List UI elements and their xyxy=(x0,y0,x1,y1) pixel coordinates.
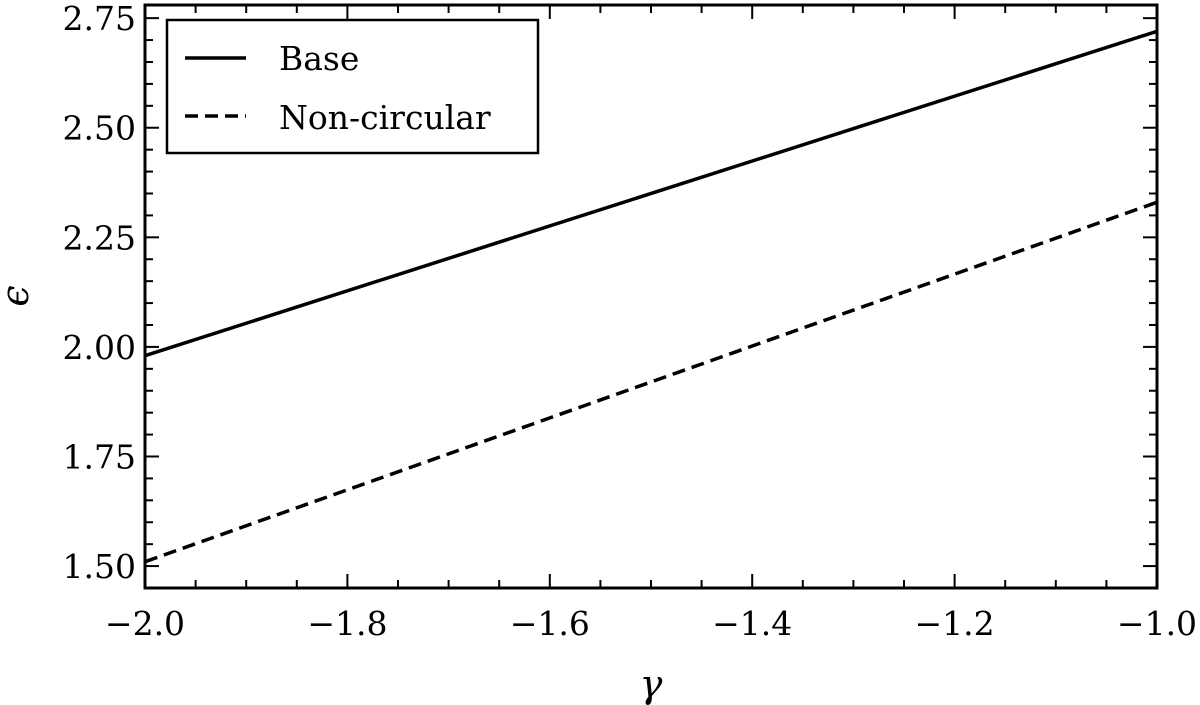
x-tick-label: −1.2 xyxy=(915,604,995,643)
y-tick-labels: 1.50 1.75 2.00 2.25 2.50 2.75 xyxy=(63,0,136,586)
y-tick-label: 2.00 xyxy=(63,328,136,367)
x-tick-labels: −2.0 −1.8 −1.6 −1.4 −1.2 −1.0 xyxy=(105,604,1197,643)
legend-box xyxy=(165,18,540,155)
series-line-non-circular xyxy=(144,200,1158,564)
y-tick-label: 2.75 xyxy=(63,0,136,38)
x-tick-label: −1.6 xyxy=(510,604,590,643)
legend-label-base: Base xyxy=(279,39,359,78)
x-tick-label: −1.0 xyxy=(1117,604,1197,643)
legend: Base Non-circular xyxy=(165,18,540,155)
y-tick-label: 2.50 xyxy=(63,109,136,148)
plot-lines xyxy=(144,29,1158,564)
y-tick-label: 1.50 xyxy=(63,547,136,586)
y-tick-label: 2.25 xyxy=(63,218,136,257)
y-tick-label: 1.75 xyxy=(63,437,136,476)
plot-frame xyxy=(143,3,1159,590)
x-tick-label: −1.4 xyxy=(712,604,792,643)
legend-label-non-circular: Non-circular xyxy=(279,98,491,137)
y-axis-label: ϵ xyxy=(0,285,37,306)
x-tick-label: −1.8 xyxy=(307,604,387,643)
x-axis-label: γ xyxy=(640,662,663,705)
series-line-base xyxy=(144,29,1158,358)
x-tick-label: −2.0 xyxy=(105,604,185,643)
